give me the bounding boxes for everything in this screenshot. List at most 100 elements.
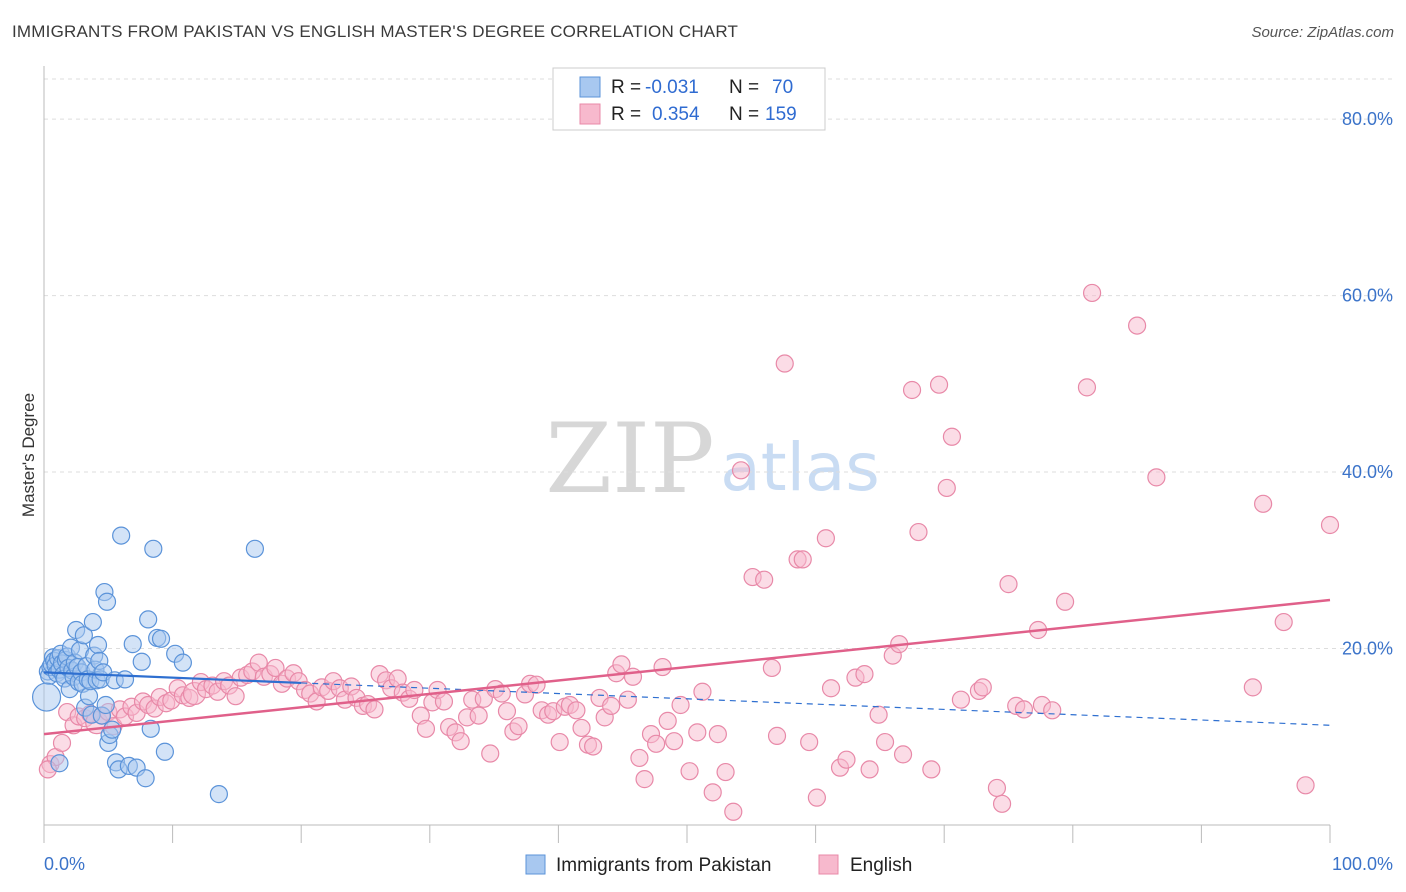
english-point [855,665,874,684]
english-point [893,745,913,764]
series-swatch-english [818,854,839,875]
english-point [630,748,649,768]
pakistan-point [88,635,108,655]
english-point [992,794,1012,813]
legend-n-label-pink: N = [729,104,759,125]
english-point [821,679,841,698]
trend-lines [43,598,1331,736]
english-point [1320,515,1340,535]
english-point [703,783,722,802]
english-point [807,788,826,807]
y-tick-label: 80.0% [1342,109,1393,129]
pakistan-point [245,539,265,558]
english-point [584,737,603,756]
english-point [860,760,879,779]
legend-n-label-blue: N = [729,77,759,98]
english-point [951,690,971,709]
legend-r-value-blue: -0.031 [645,77,699,98]
correlation-legend: R = -0.031 N = 70 R = 0.354 N = 159 [552,67,826,131]
english-point [716,762,735,782]
english-point [724,802,743,821]
series-swatch-pakistan [525,854,546,875]
english-point [509,717,528,736]
pakistan-point [79,687,99,706]
legend-r-label-pink: R = [611,104,641,125]
english-point [602,696,621,715]
english-point [567,701,586,720]
english-point [688,723,707,742]
pakistan-point [31,682,62,712]
english-point [497,702,517,721]
english-point [658,711,677,730]
english-point [837,750,856,769]
english-point [1296,776,1315,795]
english-point [1274,612,1293,632]
english-point [572,718,591,738]
watermark: ZIP atlas [545,403,879,515]
english-point [793,550,812,569]
english-point [937,478,956,498]
english-point [266,658,285,678]
pakistan-point [132,652,151,671]
english-point [973,678,992,697]
pakistan-point [50,754,69,773]
english-point [1147,468,1166,487]
pakistan-point [74,626,93,645]
y-tick-label: 20.0% [1342,639,1393,659]
legend-swatch-pink [579,103,601,125]
pakistan-point [173,653,192,672]
english-point [1243,678,1262,697]
gridlines [44,78,1393,650]
english-point [731,461,751,480]
english-point [434,692,454,711]
series-label-english: English [850,855,912,876]
legend-r-value-pink: 0.354 [652,104,700,125]
english-point [909,522,928,542]
english-point [816,529,835,548]
english-point [755,570,774,589]
pakistan-trend-solid [43,671,302,685]
english-point [653,657,672,677]
english-point [680,762,699,781]
english-point [762,658,781,678]
english-point [416,719,436,738]
legend-n-value-blue: 70 [772,77,793,98]
y-axis-title: Master's Degree [19,393,38,517]
english-point [775,354,794,373]
tick-labels: 20.0% 40.0% 60.0% 80.0% 0.0% 100.0% [44,109,1393,874]
series-legend: Immigrants from Pakistan English [525,854,912,876]
pakistan-point [123,635,142,654]
english-point [451,732,470,751]
pakistan-point [144,539,163,558]
legend-r-label-blue: R = [611,77,641,98]
x-tick-label: 0.0% [44,854,85,874]
legend-n-value-pink: 159 [765,104,797,125]
pakistan-point [115,670,135,689]
watermark-zip: ZIP [545,403,714,515]
english-point [474,689,493,708]
english-point [693,682,712,701]
pakistan-points [31,526,265,804]
english-point [800,732,819,752]
english-point [481,744,500,763]
english-point [929,375,949,394]
series-label-pakistan: Immigrants from Pakistan [556,855,771,876]
english-point [902,380,922,400]
pakistan-point [139,610,158,629]
english-point [647,734,666,753]
english-point [922,760,941,779]
english-point [942,427,962,446]
chart-title: IMMIGRANTS FROM PAKISTAN VS ENGLISH MAST… [12,22,739,41]
english-point [665,732,684,751]
english-point [999,575,1018,594]
y-tick-label: 40.0% [1342,462,1393,482]
pakistan-point [209,785,228,804]
english-point [618,690,637,709]
legend-swatch-blue [579,76,601,98]
chart-source: Source: ZipAtlas.com [1251,24,1394,41]
english-point [226,687,245,706]
english-point [469,706,488,725]
english-point [52,733,72,753]
pakistan-point [112,526,131,545]
